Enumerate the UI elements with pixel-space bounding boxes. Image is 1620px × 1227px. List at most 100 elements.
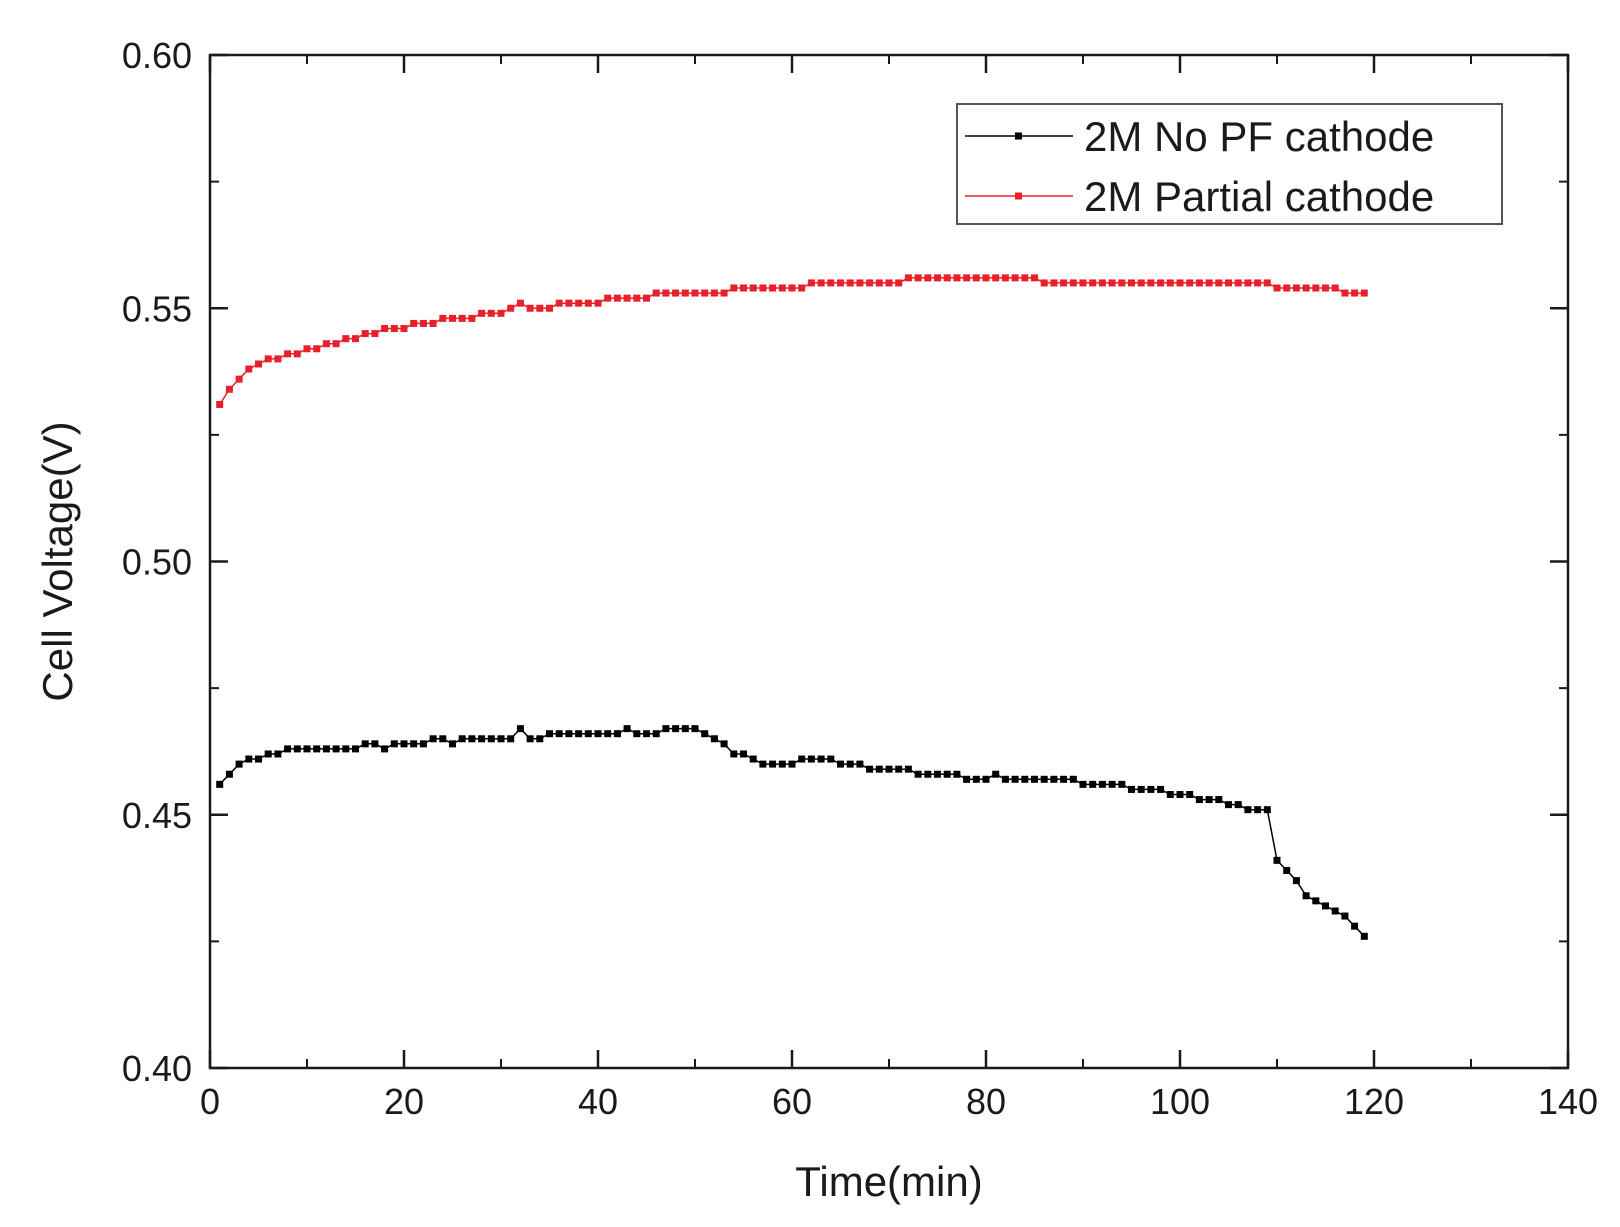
data-point-no-pf-cathode xyxy=(662,725,670,733)
data-point-partial-cathode xyxy=(807,279,815,287)
data-point-partial-cathode xyxy=(982,274,990,282)
data-point-partial-cathode xyxy=(856,279,864,287)
data-point-no-pf-cathode xyxy=(381,745,389,753)
data-point-no-pf-cathode xyxy=(807,755,815,763)
data-point-partial-cathode xyxy=(837,279,844,287)
data-point-partial-cathode xyxy=(914,274,922,282)
data-point-no-pf-cathode xyxy=(885,765,893,773)
data-point-no-pf-cathode xyxy=(1040,775,1048,783)
data-point-partial-cathode xyxy=(1341,289,1349,297)
data-point-no-pf-cathode xyxy=(468,735,476,743)
data-point-partial-cathode xyxy=(749,284,757,292)
data-point-partial-cathode xyxy=(235,375,243,383)
x-axis-title: Time(min) xyxy=(795,1158,982,1205)
data-point-partial-cathode xyxy=(584,299,592,307)
data-point-no-pf-cathode xyxy=(478,735,486,743)
x-tick-label: 80 xyxy=(966,1081,1006,1122)
data-point-no-pf-cathode xyxy=(1195,796,1203,804)
data-point-no-pf-cathode xyxy=(1205,796,1213,804)
x-tick-label: 100 xyxy=(1150,1081,1210,1122)
data-point-no-pf-cathode xyxy=(225,770,233,778)
data-point-partial-cathode xyxy=(1069,279,1077,287)
data-point-partial-cathode xyxy=(662,289,670,297)
data-point-partial-cathode xyxy=(740,284,747,292)
data-point-partial-cathode xyxy=(672,289,680,297)
data-point-no-pf-cathode xyxy=(400,740,408,748)
data-point-no-pf-cathode xyxy=(1050,775,1058,783)
data-point-no-pf-cathode xyxy=(555,730,563,738)
data-point-no-pf-cathode xyxy=(759,760,767,768)
data-point-partial-cathode xyxy=(332,340,340,348)
data-point-partial-cathode xyxy=(245,365,253,373)
data-point-partial-cathode xyxy=(827,279,835,287)
data-point-partial-cathode xyxy=(992,274,1000,282)
data-point-partial-cathode xyxy=(507,304,515,312)
data-point-no-pf-cathode xyxy=(1331,907,1339,915)
data-point-no-pf-cathode xyxy=(371,740,379,748)
data-point-partial-cathode xyxy=(1283,284,1291,292)
data-point-no-pf-cathode xyxy=(235,760,243,768)
series-line-no-pf-cathode xyxy=(219,727,1365,937)
data-point-partial-cathode xyxy=(769,284,777,292)
data-point-no-pf-cathode xyxy=(992,770,1000,778)
data-point-partial-cathode xyxy=(352,335,359,343)
data-point-partial-cathode xyxy=(1021,274,1029,282)
data-point-partial-cathode xyxy=(798,284,806,292)
data-point-partial-cathode xyxy=(381,325,389,333)
data-point-no-pf-cathode xyxy=(342,745,350,753)
data-point-partial-cathode xyxy=(1108,279,1116,287)
data-point-partial-cathode xyxy=(449,314,456,322)
data-point-partial-cathode xyxy=(303,345,311,353)
data-point-partial-cathode xyxy=(1322,284,1329,292)
data-point-no-pf-cathode xyxy=(313,745,321,753)
data-point-partial-cathode xyxy=(701,289,709,297)
data-point-no-pf-cathode xyxy=(740,750,747,758)
data-point-partial-cathode xyxy=(274,355,282,363)
data-point-partial-cathode xyxy=(594,299,602,307)
data-point-no-pf-cathode xyxy=(1147,785,1155,793)
data-point-partial-cathode xyxy=(313,345,321,353)
data-point-partial-cathode xyxy=(526,304,534,312)
data-point-partial-cathode xyxy=(1234,279,1242,287)
data-point-partial-cathode xyxy=(633,294,641,302)
data-point-no-pf-cathode xyxy=(720,740,728,748)
data-point-no-pf-cathode xyxy=(1137,785,1145,793)
data-point-no-pf-cathode xyxy=(953,770,961,778)
data-point-no-pf-cathode xyxy=(1273,856,1281,864)
data-point-no-pf-cathode xyxy=(672,725,680,733)
data-point-partial-cathode xyxy=(846,279,854,287)
data-point-partial-cathode xyxy=(1351,289,1359,297)
data-point-partial-cathode xyxy=(1137,279,1145,287)
data-point-no-pf-cathode xyxy=(1225,801,1232,809)
data-point-partial-cathode xyxy=(468,314,476,322)
data-point-no-pf-cathode xyxy=(914,770,922,778)
data-point-partial-cathode xyxy=(1098,279,1106,287)
data-point-partial-cathode xyxy=(778,284,786,292)
data-point-partial-cathode xyxy=(924,274,932,282)
data-point-no-pf-cathode xyxy=(837,760,844,768)
data-point-partial-cathode xyxy=(1302,284,1310,292)
y-axis: 0.40 0.45 0.50 0.55 0.60 xyxy=(122,35,1568,1089)
data-point-partial-cathode xyxy=(216,400,224,408)
data-point-partial-cathode xyxy=(361,330,369,338)
data-point-partial-cathode xyxy=(419,319,427,327)
y-tick-label: 0.60 xyxy=(122,35,192,76)
data-point-no-pf-cathode xyxy=(1360,932,1368,940)
data-point-partial-cathode xyxy=(885,279,893,287)
data-point-partial-cathode xyxy=(371,330,379,338)
data-point-partial-cathode xyxy=(1331,284,1339,292)
data-point-no-pf-cathode xyxy=(875,765,883,773)
data-point-no-pf-cathode xyxy=(769,760,777,768)
legend: 2M No PF cathode 2M Partial cathode xyxy=(956,103,1503,225)
data-point-partial-cathode xyxy=(536,304,544,312)
data-point-partial-cathode xyxy=(322,340,330,348)
data-point-partial-cathode xyxy=(1176,279,1184,287)
data-point-partial-cathode xyxy=(866,279,874,287)
data-point-no-pf-cathode xyxy=(1108,780,1116,788)
x-tick-label: 140 xyxy=(1538,1081,1598,1122)
data-point-partial-cathode xyxy=(934,274,941,282)
data-point-partial-cathode xyxy=(439,314,447,322)
data-point-no-pf-cathode xyxy=(419,740,427,748)
data-point-no-pf-cathode xyxy=(934,770,941,778)
data-point-no-pf-cathode xyxy=(701,730,709,738)
